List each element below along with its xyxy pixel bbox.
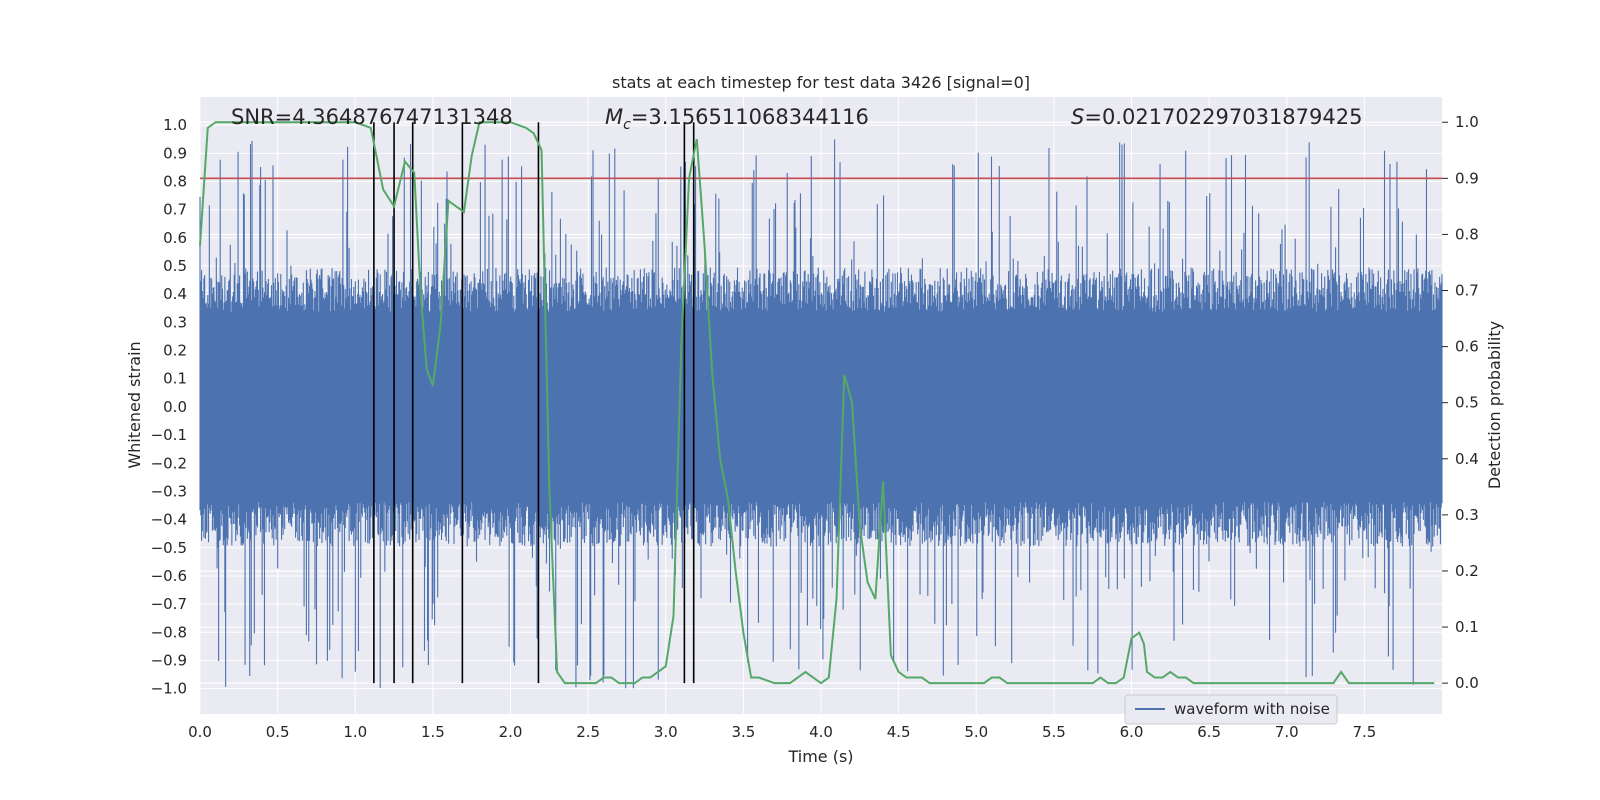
x-axis-title: Time (s) (787, 747, 853, 766)
y-tick-label: −0.1 (151, 426, 187, 444)
y2-tick-label: 0.8 (1455, 225, 1479, 243)
x-axis: 0.0 0.5 1.0 1.5 2.0 2.5 3.0 3.5 4.0 4.5 5.0 5.5 6.0 6… (188, 723, 1376, 741)
right-axis: 1.0 0.9 0.8 0.7 0.6 0.5 0.4 0.3 0.2 0.1 0.0 (1442, 113, 1479, 692)
y-tick-label: 0.4 (163, 285, 187, 303)
y-tick-label: 1.0 (163, 116, 187, 134)
y-tick-label: −0.3 (151, 482, 187, 500)
left-axis: 1.0 0.9 0.8 0.7 0.6 0.5 0.4 0.3 0.2 0.1 0.0 −0.1 −0.… (151, 116, 187, 697)
y2-tick-label: 1.0 (1455, 113, 1479, 131)
y-tick-label: −0.8 (151, 623, 187, 641)
y-tick-label: 0.0 (163, 398, 187, 416)
y-tick-label: 0.3 (163, 313, 187, 331)
y-tick-label: 0.1 (163, 370, 187, 388)
y-tick-label: 0.7 (163, 201, 187, 219)
x-tick-label: 3.0 (654, 723, 678, 741)
y2-tick-label: 0.1 (1455, 618, 1479, 636)
y2-tick-label: 0.4 (1455, 450, 1479, 468)
series-layer (199, 121, 1443, 689)
x-tick-label: 5.5 (1042, 723, 1066, 741)
y-tick-label: −0.6 (151, 567, 187, 585)
x-tick-label: 4.0 (809, 723, 833, 741)
x-tick-label: 0.5 (266, 723, 290, 741)
y-tick-label: 0.2 (163, 342, 187, 360)
y2-tick-label: 0.7 (1455, 282, 1479, 300)
y-tick-label: 0.8 (163, 173, 187, 191)
y2-tick-label: 0.5 (1455, 394, 1479, 412)
legend: waveform with noise (1124, 694, 1338, 725)
x-tick-label: 2.5 (576, 723, 600, 741)
x-tick-label: 4.5 (887, 723, 911, 741)
y2-tick-label: 0.2 (1455, 562, 1479, 580)
y-tick-label: −0.7 (151, 595, 187, 613)
y-tick-label: −0.5 (151, 539, 187, 557)
y-tick-label: 0.6 (163, 229, 187, 247)
y2-tick-label: 0.6 (1455, 338, 1479, 356)
x-tick-label: 2.0 (499, 723, 523, 741)
y-tick-label: −0.2 (151, 454, 187, 472)
probability-series (199, 121, 1435, 685)
chart-title: stats at each timestep for test data 342… (612, 73, 1030, 92)
y-tick-label: −1.0 (151, 680, 187, 698)
y2-tick-label: 0.9 (1455, 169, 1479, 187)
x-tick-label: 7.0 (1275, 723, 1299, 741)
chirp-mass-annotation: Mc=3.156511068344116 (605, 105, 869, 133)
legend-label: waveform with noise (1174, 700, 1330, 718)
y2-tick-label: 0.0 (1455, 674, 1479, 692)
y-tick-label: −0.4 (151, 511, 187, 529)
y2-axis-title: Detection probability (1485, 321, 1504, 489)
x-tick-label: 0.0 (188, 723, 212, 741)
y2-tick-label: 0.3 (1455, 506, 1479, 524)
legend-box (1124, 694, 1338, 725)
x-tick-label: 6.0 (1120, 723, 1144, 741)
x-tick-label: 5.0 (964, 723, 988, 741)
x-tick-label: 7.5 (1352, 723, 1376, 741)
y-tick-label: 0.9 (163, 144, 187, 162)
waveform-series (199, 139, 1443, 689)
x-tick-label: 3.5 (731, 723, 755, 741)
snr-annotation: SNR=4.364876747131348 (231, 105, 513, 129)
y-axis-title: Whitened strain (125, 341, 144, 468)
x-tick-label: 1.0 (343, 723, 367, 741)
x-tick-label: 1.5 (421, 723, 445, 741)
s-annotation: S=0.021702297031879425 (1071, 105, 1362, 129)
x-tick-label: 6.5 (1197, 723, 1221, 741)
y-tick-label: −0.9 (151, 651, 187, 669)
y-tick-label: 0.5 (163, 257, 187, 275)
